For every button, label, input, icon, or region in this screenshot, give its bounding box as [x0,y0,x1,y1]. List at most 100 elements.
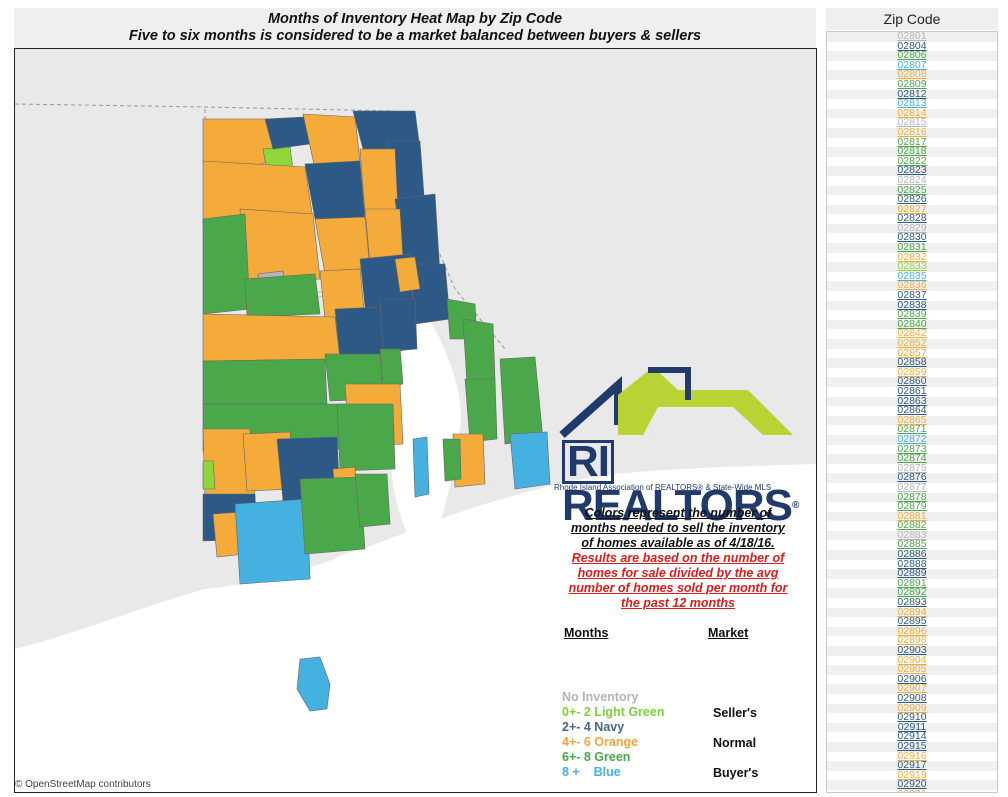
region-little-compton[interactable] [509,431,551,490]
zip-code-item[interactable]: 02908 [897,691,927,704]
zip-code-item[interactable]: 02871 [897,423,927,436]
zip-code-item[interactable]: 02907 [827,683,997,694]
zip-code-item[interactable]: 02905 [827,664,997,675]
zip-code-item[interactable]: 02917 [827,760,997,771]
region-harrisville[interactable] [264,116,311,150]
region-block-island[interactable] [296,656,331,712]
zip-code-item[interactable]: 02838 [827,300,997,311]
region-wakefield[interactable] [299,476,366,555]
zip-code-item[interactable]: 02814 [827,108,997,119]
zip-code-item[interactable]: 02801 [827,32,997,42]
zip-code-item[interactable]: 02824 [897,173,927,186]
zip-code-item[interactable]: 02920 [827,779,997,790]
zip-code-item[interactable]: 02919 [897,768,927,781]
zip-code-item[interactable]: 02898 [897,634,927,647]
zip-code-item[interactable]: 02823 [827,165,997,176]
zip-code-list[interactable]: 02801 02804 02806 02807 02808 02809 02812 02813… [826,31,998,793]
zip-code-item[interactable]: 02859 [897,365,927,378]
zip-code-item[interactable]: 02817 [897,135,927,148]
zip-code-item[interactable]: 02881 [827,511,997,522]
zip-code-item[interactable]: 02806 [827,50,997,61]
zip-code-item[interactable]: 02842 [897,327,927,340]
zip-code-item[interactable]: 02839 [897,308,927,321]
region-north-kingstown[interactable] [336,403,396,472]
zip-code-item[interactable]: 02852 [827,338,997,349]
zip-code-item[interactable]: 02808 [827,69,997,80]
zip-code-item[interactable]: 02827 [827,204,997,215]
zip-code-item[interactable]: 02830 [897,231,927,244]
zip-code-item[interactable]: 02825 [827,184,997,196]
zip-code-item[interactable]: 02818 [827,146,997,157]
region-portsmouth[interactable] [464,378,498,443]
zip-code-item[interactable]: 02872 [827,434,997,445]
zip-code-item[interactable]: 02879 [897,500,927,513]
region-north-smithfield[interactable] [302,113,361,170]
region-narragansett[interactable] [354,473,391,528]
zip-code-item[interactable]: 02910 [897,711,927,724]
region-foster[interactable] [202,213,251,315]
region-bristol[interactable] [462,318,496,385]
zip-code-item[interactable]: 02804 [897,39,927,52]
region-wyoming[interactable] [202,460,216,490]
zip-code-item[interactable]: 02861 [897,384,927,397]
region-burrillville[interactable] [202,118,278,170]
zip-code-item[interactable]: 02832 [897,250,927,263]
region-tiverton[interactable] [499,356,544,445]
zip-code-item[interactable]: 02877 [897,480,927,493]
zip-code-item[interactable]: 02826 [897,193,927,206]
zip-code-item[interactable]: 02886 [827,549,997,560]
zip-code-item[interactable]: 02894 [827,607,997,618]
zip-code-item[interactable]: 02863 [827,396,997,407]
zip-code-item[interactable]: 02875 [897,461,927,474]
region-jamestown[interactable] [412,436,430,498]
zip-code-item[interactable]: 02835 [897,269,927,282]
zip-code-item[interactable]: 02885 [897,538,927,551]
zip-code-item[interactable]: 02904 [897,653,927,666]
zip-code-item[interactable]: 02882 [897,519,927,532]
zip-code-item[interactable]: 02878 [827,491,997,503]
region-coventry[interactable] [202,358,328,405]
zip-code-item[interactable]: 02865 [827,415,997,426]
zip-code-item[interactable]: 02914 [897,730,927,743]
region-scituate[interactable] [244,273,321,318]
region-newport[interactable] [442,438,462,482]
zip-code-item[interactable]: 02896 [827,626,997,637]
zip-code-item[interactable]: 02860 [827,376,997,387]
zip-code-item[interactable]: 02876 [827,472,997,483]
region-cranston[interactable] [334,306,386,360]
zip-code-item[interactable]: 02836 [827,280,997,292]
region-smithfield-east[interactable] [394,256,421,293]
zip-code-item[interactable]: 02909 [827,703,997,714]
zip-code-item[interactable]: 02857 [897,346,927,359]
zip-code-item[interactable]: 02828 [897,212,927,225]
zip-code-item[interactable]: 02816 [827,127,997,138]
zip-code-item[interactable]: 02921 [827,789,997,792]
region-warwick[interactable] [379,348,404,388]
zip-code-item[interactable]: 02858 [827,357,997,368]
zip-code-item[interactable]: 02916 [897,749,927,762]
region-coventry-west[interactable] [202,313,341,362]
zip-code-item[interactable]: 02874 [827,453,997,464]
zip-code-item[interactable]: 02891 [897,576,927,589]
region-lincoln[interactable] [359,148,399,215]
zip-code-item[interactable]: 02888 [897,557,927,570]
zip-code-item[interactable]: 02822 [897,154,927,167]
region-smithfield[interactable] [304,160,366,220]
zip-code-item[interactable]: 02813 [897,97,927,110]
zip-code-item[interactable]: 02837 [897,289,927,302]
zip-code-item[interactable]: 02903 [827,645,997,656]
zip-code-item[interactable]: 02915 [827,741,997,752]
zip-code-item[interactable]: 02833 [827,261,997,272]
zip-code-item[interactable]: 02831 [827,242,997,253]
zip-code-item[interactable]: 02906 [897,672,927,685]
zip-code-item[interactable]: 02864 [897,404,927,417]
zip-code-item[interactable]: 02809 [897,77,927,90]
zip-code-item[interactable]: 02812 [827,89,997,100]
zip-code-item[interactable]: 02815 [897,116,927,129]
zip-code-item[interactable]: 02807 [897,58,927,71]
zip-code-item[interactable]: 02829 [827,223,997,234]
zip-code-item[interactable]: 02893 [897,596,927,609]
zip-code-item[interactable]: 02840 [827,319,997,330]
region-charlestown[interactable] [234,498,311,585]
map-attribution[interactable]: © OpenStreetMap contributors [15,779,151,790]
